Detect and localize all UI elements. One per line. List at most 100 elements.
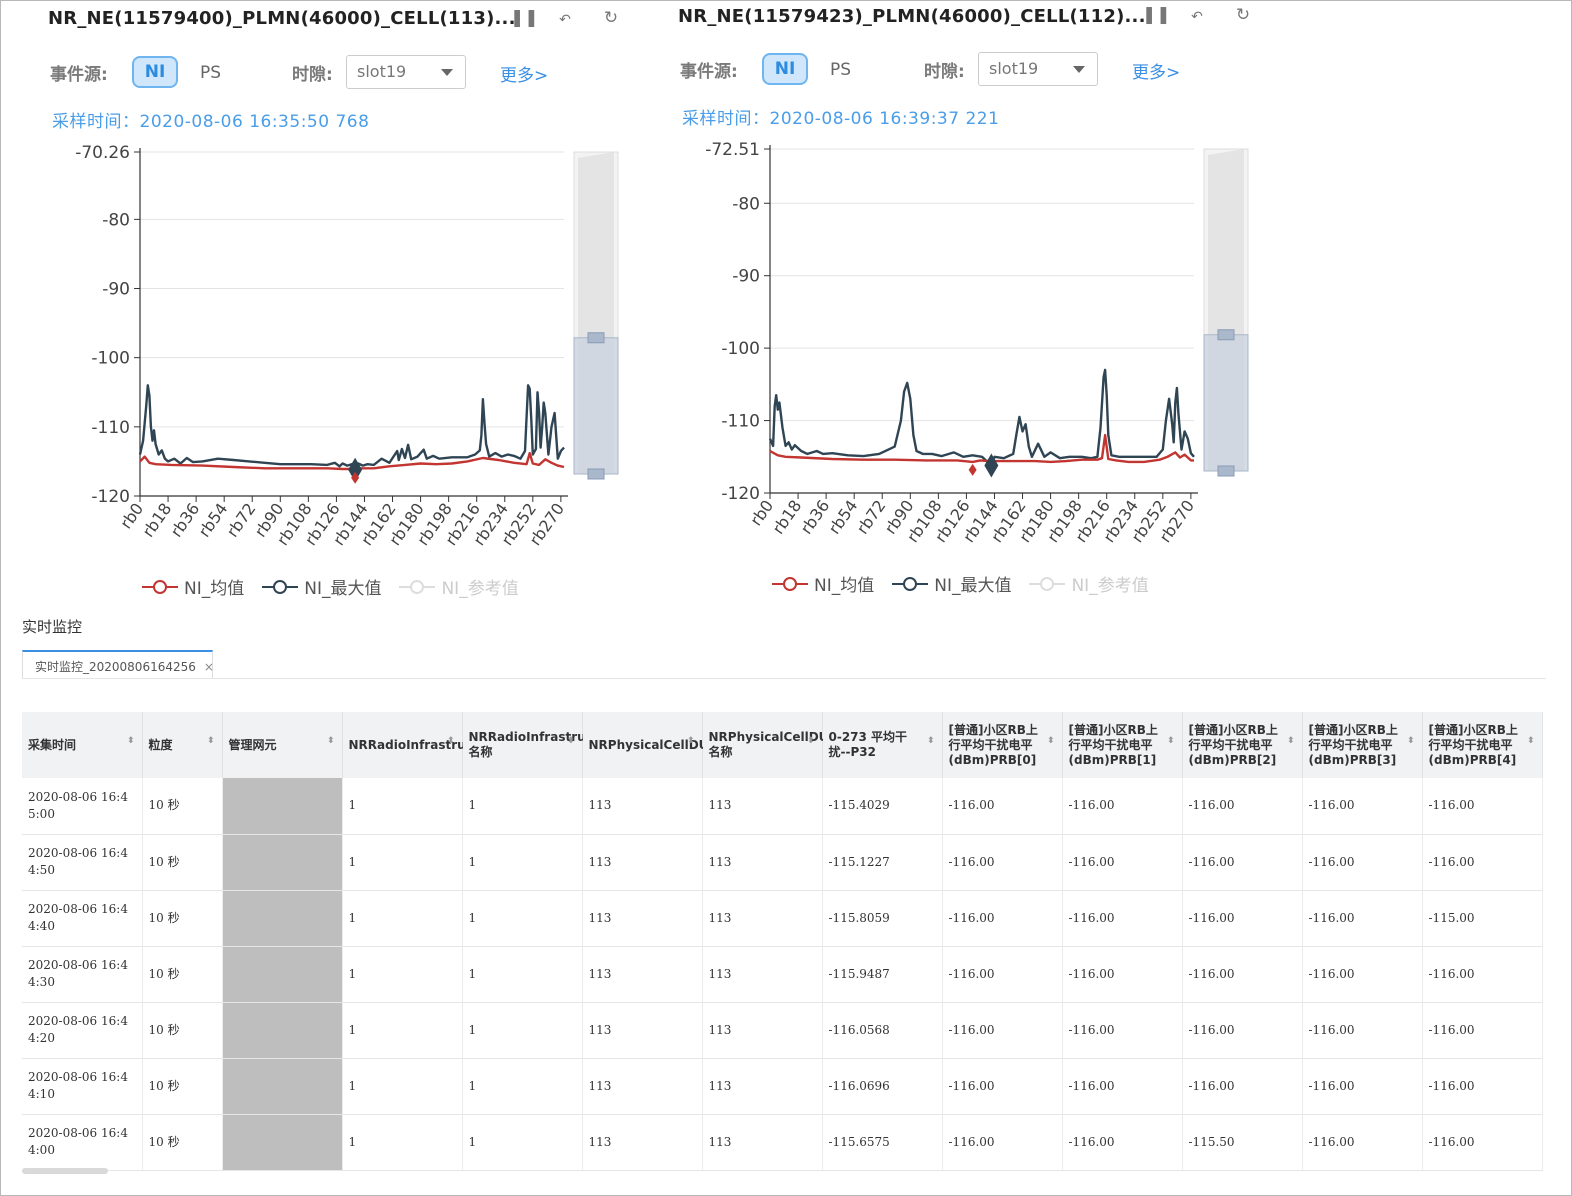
sort-icon[interactable]: ⬍ bbox=[1046, 736, 1055, 746]
table-cell: 113 bbox=[702, 890, 823, 947]
y-tick-label: -110 bbox=[721, 412, 760, 432]
column-header[interactable]: [普通]小区RB上行平均干扰电平(dBm)PRB[4] ⬍ bbox=[1422, 712, 1543, 778]
y-tick-label: -80 bbox=[732, 194, 760, 214]
column-header[interactable]: [普通]小区RB上行平均干扰电平(dBm)PRB[0] ⬍ bbox=[942, 712, 1063, 778]
zoom-slider-handle[interactable] bbox=[1217, 329, 1235, 341]
zoom-reset-icon[interactable]: ↶ bbox=[1191, 9, 1203, 25]
column-header[interactable]: 采集时间 ⬍ bbox=[22, 712, 143, 778]
ni-toggle-button[interactable]: NI bbox=[132, 56, 178, 88]
avg-min-marker-icon bbox=[351, 471, 360, 484]
column-header[interactable]: NRRadioInfrastructureID ⬍ bbox=[342, 712, 516, 778]
pause-icon[interactable]: ❚❚ bbox=[510, 8, 539, 28]
table-cell: -116.00 bbox=[942, 890, 1063, 947]
legend-item-max[interactable]: NI_最大值 bbox=[262, 574, 381, 599]
table-cell: 2020-08-06 16:44:50 bbox=[22, 834, 143, 891]
table-cell: -116.00 bbox=[1422, 1002, 1543, 1059]
chevron-down-icon bbox=[441, 69, 453, 76]
zoom-slider[interactable] bbox=[573, 151, 619, 480]
table-row[interactable]: 2020-08-06 16:45:00 10 秒 1 1 113 113 -115.4029… bbox=[22, 778, 1543, 835]
event-source-label: 事件源: bbox=[680, 62, 738, 82]
legend-item-ref[interactable]: NI_参考值 bbox=[399, 574, 519, 599]
sort-icon[interactable]: ⬍ bbox=[126, 736, 135, 746]
y-tick-label: -120 bbox=[721, 484, 760, 504]
horizontal-scrollbar[interactable] bbox=[22, 1168, 108, 1174]
more-link[interactable]: 更多> bbox=[500, 66, 549, 86]
tab-realtime-monitor[interactable]: 实时监控_20200806164256 × bbox=[22, 650, 214, 679]
sort-icon[interactable]: ⬍ bbox=[326, 736, 335, 746]
table-cell: 113 bbox=[702, 834, 823, 891]
sort-icon[interactable]: ⬍ bbox=[926, 736, 935, 746]
event-source-label: 事件源: bbox=[50, 65, 108, 85]
sort-icon[interactable]: ⬍ bbox=[446, 736, 455, 746]
sort-icon[interactable]: ⬍ bbox=[1526, 736, 1535, 746]
sort-icon[interactable]: ⬍ bbox=[1286, 736, 1295, 746]
column-header[interactable]: NRPhysicalCellDUID ⬍ bbox=[582, 712, 723, 778]
table-cell: -116.00 bbox=[1302, 778, 1423, 835]
chart-legend: NI_均值 NI_最大值 NI_参考值 bbox=[772, 571, 1149, 596]
column-header[interactable]: 粒度 ⬍ bbox=[142, 712, 223, 778]
slot-select[interactable]: slot19 bbox=[346, 55, 466, 89]
refresh-icon[interactable]: ↻ bbox=[603, 8, 619, 28]
column-header-label: [普通]小区RB上行平均干扰电平(dBm)PRB[4] bbox=[1428, 722, 1518, 767]
zoom-slider-handle[interactable] bbox=[587, 332, 605, 344]
table-cell: -116.00 bbox=[1182, 834, 1303, 891]
close-icon[interactable]: × bbox=[203, 660, 214, 674]
table-row[interactable]: 2020-08-06 16:44:20 10 秒 1 1 113 113 -116.0568… bbox=[22, 1002, 1543, 1059]
slot-select[interactable]: slot19 bbox=[978, 52, 1098, 86]
legend-max-marker-icon bbox=[892, 576, 929, 591]
table-cell: -116.00 bbox=[942, 946, 1063, 1003]
ps-toggle-button[interactable]: PS bbox=[830, 60, 852, 80]
column-header[interactable]: [普通]小区RB上行平均干扰电平(dBm)PRB[3] ⬍ bbox=[1302, 712, 1423, 778]
chart-panel-1: NR_NE(11579400)_PLMN(46000)_CELL(113)...… bbox=[48, 0, 668, 610]
sort-icon[interactable]: ⬍ bbox=[206, 736, 215, 746]
table-row[interactable]: 2020-08-06 16:44:50 10 秒 1 1 113 113 -115.1227… bbox=[22, 834, 1543, 891]
table-header-row: 采集时间 ⬍ 粒度 ⬍ 管理网元 ⬍ NRRadioInfrastructureID ⬍ NRR… bbox=[22, 712, 1543, 778]
table-cell: -116.00 bbox=[1302, 1002, 1423, 1059]
pause-icon[interactable]: ❚❚ bbox=[1142, 5, 1171, 25]
column-header[interactable]: NRPhysicalCellDU名称 ⬍ bbox=[702, 712, 828, 778]
legend-ref-label: NI_参考值 bbox=[1071, 576, 1149, 596]
table-cell: -116.00 bbox=[1182, 1058, 1303, 1115]
legend-item-ref[interactable]: NI_参考值 bbox=[1029, 571, 1149, 596]
table-cell: 1 bbox=[342, 890, 463, 947]
sort-icon[interactable]: ⬍ bbox=[1166, 736, 1175, 746]
table-cell: -116.00 bbox=[1062, 1058, 1183, 1115]
table-cell: -115.6575 bbox=[822, 1114, 943, 1171]
table-cell: 113 bbox=[702, 1058, 823, 1115]
table-cell: 1 bbox=[342, 1114, 463, 1171]
table-row[interactable]: 2020-08-06 16:44:00 10 秒 1 1 113 113 -115.6575… bbox=[22, 1114, 1543, 1171]
zoom-slider[interactable] bbox=[1203, 148, 1249, 477]
sort-icon[interactable]: ⬍ bbox=[566, 736, 575, 746]
table-cell: -116.00 bbox=[1182, 890, 1303, 947]
table-row[interactable]: 2020-08-06 16:44:10 10 秒 1 1 113 113 -116.0696… bbox=[22, 1058, 1543, 1115]
sort-icon[interactable]: ⬍ bbox=[686, 736, 695, 746]
table-row[interactable]: 2020-08-06 16:44:40 10 秒 1 1 113 113 -115.8059… bbox=[22, 890, 1543, 947]
zoom-reset-icon[interactable]: ↶ bbox=[559, 12, 571, 28]
refresh-icon[interactable]: ↻ bbox=[1235, 5, 1251, 25]
table-cell: -116.00 bbox=[1422, 778, 1543, 835]
column-header[interactable]: 管理网元 ⬍ bbox=[222, 712, 343, 778]
legend-item-avg[interactable]: NI_均值 bbox=[772, 571, 874, 596]
column-header[interactable]: [普通]小区RB上行平均干扰电平(dBm)PRB[1] ⬍ bbox=[1062, 712, 1183, 778]
x-tick-label: rb72 bbox=[853, 496, 890, 537]
sort-icon[interactable]: ⬍ bbox=[806, 736, 815, 746]
table-cell: -116.00 bbox=[1422, 1114, 1543, 1171]
table-cell: 10 秒 bbox=[142, 1058, 223, 1115]
zoom-slider-handle[interactable] bbox=[587, 468, 605, 480]
column-header-label: [普通]小区RB上行平均干扰电平(dBm)PRB[1] bbox=[1068, 722, 1158, 767]
zoom-slider-handle[interactable] bbox=[1217, 465, 1235, 477]
more-link[interactable]: 更多> bbox=[1132, 63, 1181, 83]
ps-toggle-button[interactable]: PS bbox=[200, 63, 222, 83]
y-tick-label: -110 bbox=[91, 418, 130, 438]
ni-toggle-button[interactable]: NI bbox=[762, 53, 808, 85]
column-header[interactable]: NRRadioInfrastructure名称 ⬍ bbox=[462, 712, 621, 778]
column-header[interactable]: 0-273 平均干扰--P32 ⬍ bbox=[822, 712, 943, 778]
column-header[interactable]: [普通]小区RB上行平均干扰电平(dBm)PRB[2] ⬍ bbox=[1182, 712, 1303, 778]
column-header-label: 0-273 平均干扰--P32 bbox=[828, 730, 908, 759]
legend-max-marker-icon bbox=[262, 579, 299, 594]
table-cell: 10 秒 bbox=[142, 834, 223, 891]
legend-item-max[interactable]: NI_最大值 bbox=[892, 571, 1011, 596]
table-row[interactable]: 2020-08-06 16:44:30 10 秒 1 1 113 113 -115.9487… bbox=[22, 946, 1543, 1003]
legend-item-avg[interactable]: NI_均值 bbox=[142, 574, 244, 599]
sort-icon[interactable]: ⬍ bbox=[1406, 736, 1415, 746]
